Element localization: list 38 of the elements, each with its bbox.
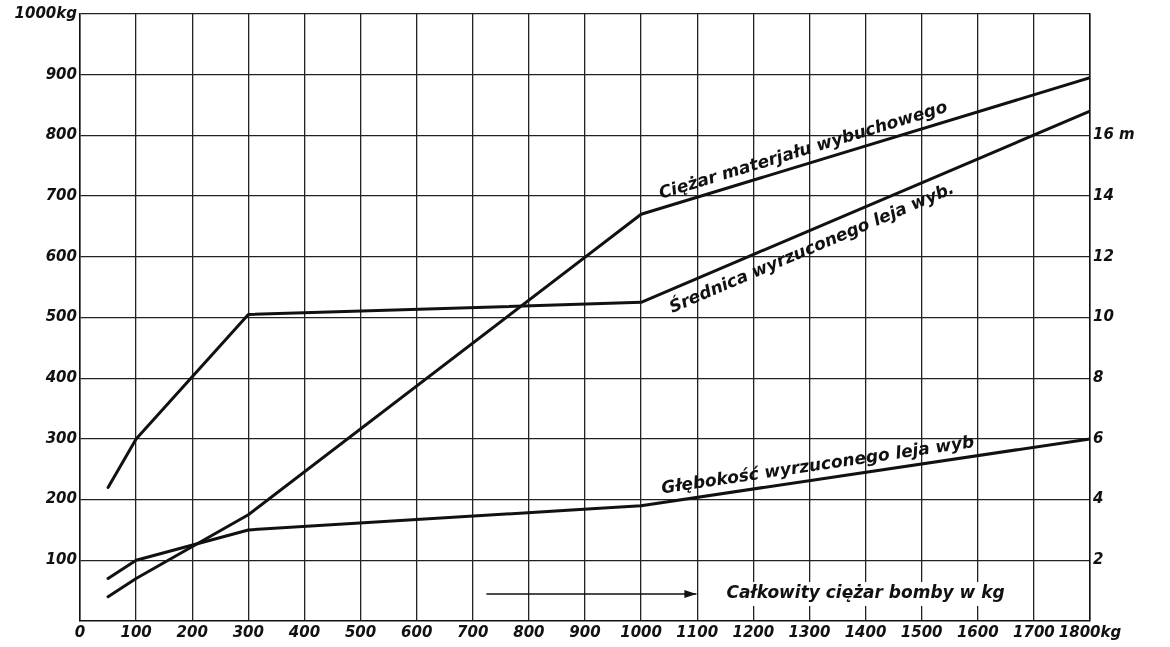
x-tick-label: 1000: [620, 622, 662, 641]
y-tick-label: 1000kg: [14, 3, 78, 22]
x-tick-label: 1400: [844, 622, 887, 641]
x-tick-label: 500: [344, 622, 377, 641]
y2-tick-label: 2: [1093, 550, 1104, 569]
y2-tick-label: 8: [1093, 368, 1104, 387]
y2-tick-label: 14: [1093, 185, 1114, 204]
x-tick-label: 600: [401, 622, 433, 641]
y-tick-label: 200: [45, 489, 77, 508]
x-tick-label: 0: [74, 622, 86, 641]
x-tick-label: 1600: [956, 622, 999, 641]
x-tick-label: 1800kg: [1058, 622, 1122, 641]
x-tick-label: 300: [232, 622, 264, 641]
x-tick-label: 1200: [732, 622, 775, 641]
y-tick-label: 100: [45, 550, 77, 569]
x-tick-label: 1100: [676, 622, 719, 641]
x-tick-label: 1500: [900, 622, 943, 641]
y-tick-label: 300: [45, 428, 77, 447]
y-tick-label: 800: [45, 125, 77, 144]
y-tick-label: 700: [45, 185, 77, 204]
x-tick-label: 400: [287, 622, 321, 641]
y2-tick-label: 10: [1093, 307, 1114, 326]
y-tick-label: 400: [44, 368, 77, 387]
y2-tick-label: 12: [1093, 246, 1114, 265]
x-tick-label: 1300: [788, 622, 831, 641]
x-tick-label: 1700: [1013, 622, 1055, 641]
y-tick-label: 600: [45, 246, 77, 265]
y2-tick-label: 16 m: [1093, 125, 1135, 144]
y2-tick-label: 4: [1092, 489, 1104, 508]
x-tick-label: 200: [176, 622, 208, 641]
x-tick-label: 800: [513, 622, 545, 641]
x-tick-label: 900: [569, 622, 601, 641]
y-tick-label: 500: [45, 307, 77, 326]
x-tick-label: 100: [120, 622, 152, 641]
y-tick-label: 900: [45, 64, 77, 83]
x-tick-label: 700: [457, 622, 489, 641]
y2-tick-label: 6: [1093, 428, 1104, 447]
x-axis-title: Całkowity ciężar bomby w kg: [726, 582, 1005, 603]
